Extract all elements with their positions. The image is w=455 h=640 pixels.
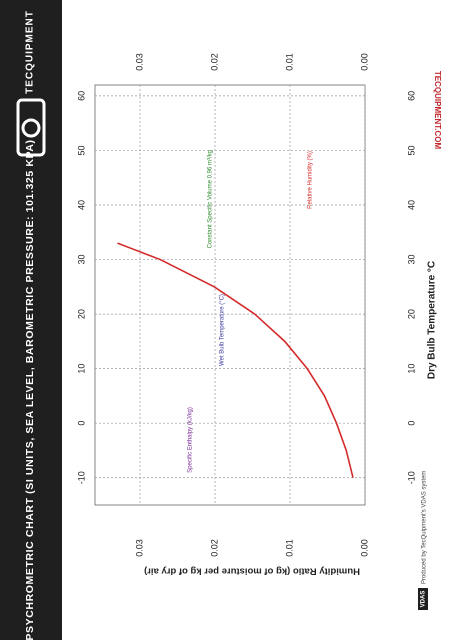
x-tick-label: 0 [76,421,86,426]
side-band [0,0,62,640]
brand: TECQUIPMENT [25,10,36,94]
annotation: Specific Enthalpy (kJ/kg) [188,407,194,473]
x-tick-label: 30 [406,255,416,265]
x-tick-label: 60 [406,91,416,101]
y-tick-label: 0.03 [134,53,144,71]
y-axis-title: Humidity Ratio (kg of moisture per kg of… [144,565,360,576]
x-tick-label: 40 [406,200,416,210]
x-tick-label: 10 [76,364,86,374]
annotation: Wet Bulb Temperature (°C) [220,294,226,366]
annotation: Relative Humidity (%) [308,151,314,209]
x-axis-title: Dry Bulb Temperature °C [427,261,438,379]
website: TECQUIPMENT.COM [433,71,442,150]
y-tick-label: 0.03 [134,539,144,557]
y-tick-label: 0.01 [284,53,294,71]
plot-frame [94,84,366,506]
x-tick-label: 60 [76,91,86,101]
x-tick-label: 40 [76,200,86,210]
badge-box [418,588,428,610]
x-tick-label: 50 [406,145,416,155]
x-tick-label: 0 [406,421,416,426]
y-tick-label: 0.00 [359,539,369,557]
x-tick-label: -10 [406,471,416,484]
saturation-curve [117,242,354,478]
y-tick-label: 0.02 [209,539,219,557]
y-tick-label: 0.00 [359,53,369,71]
y-tick-label: 0.02 [209,53,219,71]
footer-badge: VDAS [421,591,427,608]
x-tick-label: -10 [76,471,86,484]
x-tick-label: 50 [76,145,86,155]
annotation: Constant Specific Volume 0.96 m³/kg [208,150,214,248]
x-tick-label: 10 [406,364,416,374]
y-tick-label: 0.01 [284,539,294,557]
chart-title: PSYCHROMETRIC CHART (SI UNITS, SEA LEVEL… [24,139,36,640]
logo [16,98,46,157]
x-tick-label: 20 [406,309,416,319]
footer: Produced by TecQuipment's VDAS system [422,471,428,584]
x-tick-label: 30 [76,255,86,265]
x-tick-label: 20 [76,309,86,319]
